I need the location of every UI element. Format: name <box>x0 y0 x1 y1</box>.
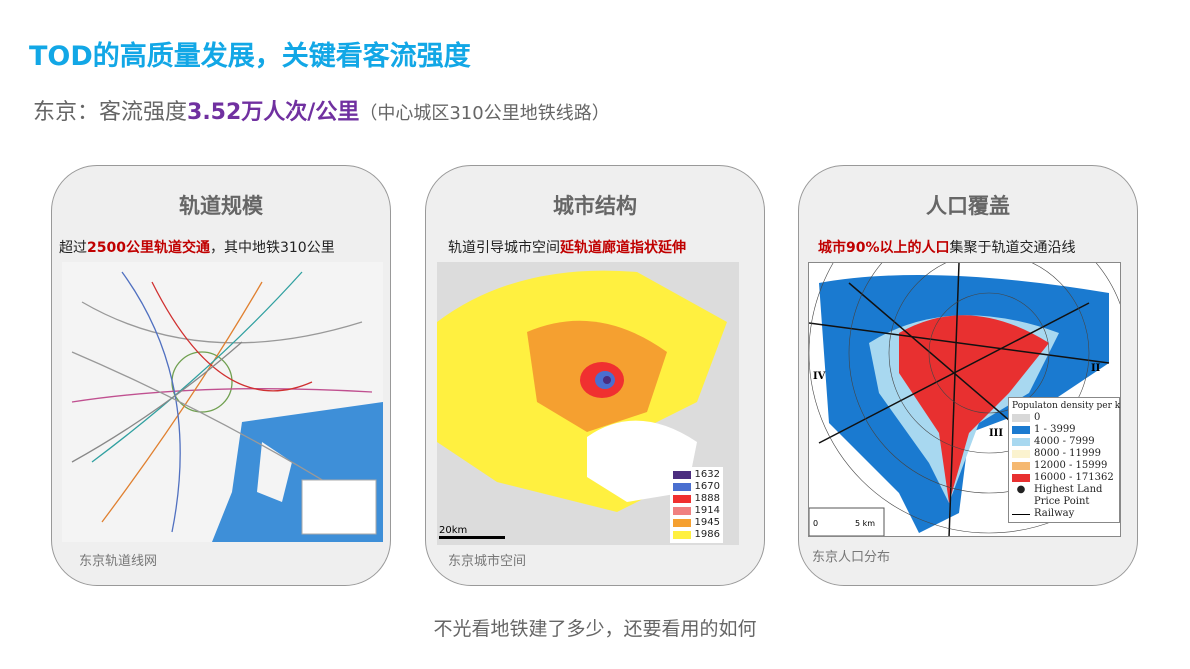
map-legend: 1632 1670 1888 1914 1945 1986 <box>669 467 723 543</box>
legend-swatch <box>1012 450 1030 458</box>
card-heading: 城市结构 <box>553 194 637 218</box>
legend-swatch <box>672 483 691 491</box>
scale-zero: 0 <box>813 519 819 528</box>
legend-label: 1632 <box>694 469 720 480</box>
legend-label: 1945 <box>694 517 720 528</box>
legend-swatch <box>672 519 691 527</box>
legend-swatch <box>1012 462 1030 470</box>
legend-label: 8000 - 11999 <box>1034 448 1101 459</box>
subtitle-highlight: 3.52万人次/公里 <box>187 100 360 125</box>
legend-label: 1888 <box>694 493 720 504</box>
legend-item: 0 <box>1012 412 1116 424</box>
legend-item: 16000 - 171362 <box>1012 472 1116 484</box>
card-urban-structure: 城市结构 轨道引导城市空间延轨道廊道指状延伸 20km 1632 1670 1888… <box>425 165 765 586</box>
subtitle-note: （中心城区310公里地铁线路） <box>359 103 610 124</box>
legend-item: 12000 - 15999 <box>1012 460 1116 472</box>
card-caption: 东京城市空间 <box>448 554 527 569</box>
zone-label: III <box>989 428 1004 439</box>
card-caption: 东京人口分布 <box>812 550 891 565</box>
card-rail-scale: 轨道规模 超过2500公里轨道交通，其中地铁310公里 东京轨道线网 <box>51 165 391 586</box>
card-desc: 轨道引导城市空间延轨道廊道指状延伸 <box>448 240 686 256</box>
legend-item: 1914 <box>672 505 720 517</box>
legend-label: 16000 - 171362 <box>1034 472 1114 483</box>
card-caption: 东京轨道线网 <box>79 554 158 569</box>
legend-swatch <box>1012 438 1030 446</box>
legend-item: 8000 - 11999 <box>1012 448 1116 460</box>
legend-title: Populaton density per km² <box>1012 401 1121 411</box>
card-heading: 轨道规模 <box>179 194 263 218</box>
legend-swatch <box>672 471 691 479</box>
legend-label: 1986 <box>694 529 720 540</box>
card-desc: 城市90%以上的人口集聚于轨道交通沿线 <box>818 240 1076 256</box>
legend-label: 0 <box>1034 412 1041 423</box>
scale-bar: 20km <box>439 525 505 539</box>
subtitle: 东京：客流强度3.52万人次/公里（中心城区310公里地铁线路） <box>33 94 610 126</box>
legend-point: ● Highest Land Price Point <box>1016 484 1103 507</box>
legend-label: 4000 - 7999 <box>1034 436 1095 447</box>
legend-label: 12000 - 15999 <box>1034 460 1108 471</box>
subtitle-prefix: 东京：客流强度 <box>33 100 188 125</box>
legend-item: 1 - 3999 <box>1012 424 1116 436</box>
legend-swatch <box>672 495 691 503</box>
legend-label: 1 - 3999 <box>1034 424 1076 435</box>
card-heading: 人口覆盖 <box>926 194 1010 218</box>
legend-railway: Railway <box>1012 508 1116 520</box>
legend-swatch <box>1012 414 1030 422</box>
card-population-coverage: 人口覆盖 城市90%以上的人口集聚于轨道交通沿线 IV II III 0 5 k… <box>798 165 1138 586</box>
card-desc: 超过2500公里轨道交通，其中地铁310公里 <box>59 240 335 256</box>
legend-item: 1945 <box>672 517 720 529</box>
tokyo-urban-space-map: 20km 1632 1670 1888 1914 1945 1986 <box>437 262 739 545</box>
tokyo-population-density-map: IV II III 0 5 km Populaton density per k… <box>808 262 1121 537</box>
legend-item: 1670 <box>672 481 720 493</box>
scale-5km: 5 km <box>855 519 876 528</box>
legend-item: 1986 <box>672 529 720 541</box>
legend-swatch <box>1012 426 1030 434</box>
legend-item: 1632 <box>672 469 720 481</box>
legend-swatch <box>672 531 691 539</box>
legend-swatch <box>1012 474 1030 482</box>
legend-item: 1888 <box>672 493 720 505</box>
zone-label: II <box>1091 363 1101 374</box>
legend-swatch <box>672 507 691 515</box>
legend-label: 1914 <box>694 505 720 516</box>
footer-note: 不光看地铁建了多少，还要看用的如何 <box>433 618 757 640</box>
zone-label: IV <box>813 371 826 382</box>
page-title: TOD的高质量发展，关键看客流强度 <box>29 41 471 72</box>
legend-item: 4000 - 7999 <box>1012 436 1116 448</box>
legend-label: 1670 <box>694 481 720 492</box>
tokyo-rail-network-map <box>62 262 383 542</box>
